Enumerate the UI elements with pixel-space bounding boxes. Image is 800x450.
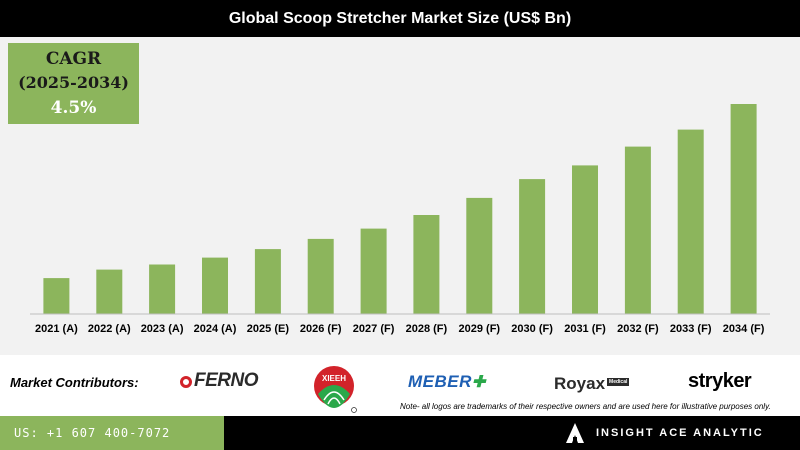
- x-tick-label: 2023 (A): [141, 323, 184, 335]
- x-tick-label: 2033 (F): [670, 323, 712, 335]
- royax-logo-text: Royax: [554, 374, 606, 393]
- bar-2024-a: [202, 257, 228, 314]
- bar-2033-f: [677, 129, 704, 314]
- x-tick-labels: 2021 (A) 2022 (A) 2023 (A) 2024 (A) 2025 (E)…: [35, 323, 765, 335]
- x-tick-label: 2034 (F): [723, 323, 765, 335]
- cagr-box: CAGR (2025-2034) 4.5%: [8, 43, 139, 124]
- bar-2026-f: [307, 238, 334, 314]
- bar-2032-f: [624, 146, 651, 314]
- ferno-ring-icon: [180, 376, 192, 388]
- ferno-logo: FERNO: [180, 370, 259, 392]
- x-tick-label: 2032 (F): [617, 323, 659, 335]
- meber-logo-text: MEBER: [408, 372, 472, 391]
- x-tick-label: 2025 (E): [247, 323, 290, 335]
- meber-cross-icon: ✚: [471, 374, 486, 391]
- footer-contact: US: +1 607 400-7072: [0, 416, 224, 450]
- phone-number[interactable]: US: +1 607 400-7072: [14, 426, 171, 440]
- xieeh-logo: XIEEH: [304, 364, 364, 416]
- meber-logo: MEBER✚: [408, 372, 486, 392]
- x-tick-label: 2022 (A): [88, 323, 131, 335]
- bar-2025-e: [254, 249, 281, 314]
- trademark-note: Note- all logos are trademarks of their …: [400, 402, 771, 411]
- bar-chart: 2021 (A) 2022 (A) 2023 (A) 2024 (A) 2025 (E)…: [30, 104, 770, 335]
- ferno-logo-text: FERNO: [194, 370, 259, 391]
- x-tick-label: 2024 (A): [194, 323, 237, 335]
- footer-brand: INSIGHT ACE ANALYTIC: [224, 416, 800, 450]
- stryker-logo: stryker: [688, 370, 752, 392]
- cagr-value: 4.5%: [50, 98, 97, 118]
- cagr-label: CAGR: [45, 49, 102, 69]
- chart-area: 2021 (A) 2022 (A) 2023 (A) 2024 (A) 2025 (E)…: [0, 37, 800, 355]
- royax-tag: Medical: [607, 378, 630, 386]
- xieeh-logo-text: XIEEH: [322, 374, 346, 383]
- x-tick-label: 2028 (F): [406, 323, 448, 335]
- bar-2027-f: [360, 228, 387, 314]
- bar-2028-f: [413, 215, 440, 314]
- xieeh-emblem-icon: XIEEH: [314, 366, 357, 413]
- bars-group: [43, 104, 757, 314]
- bar-2023-a: [149, 264, 176, 314]
- x-tick-label: 2026 (F): [300, 323, 342, 335]
- x-tick-label: 2031 (F): [564, 323, 606, 335]
- market-contributors: Market Contributors: FERNO XIEEH MEBER✚ …: [0, 356, 800, 416]
- title-bar: Global Scoop Stretcher Market Size (US$ …: [0, 0, 800, 37]
- x-tick-label: 2027 (F): [353, 323, 395, 335]
- x-tick-label: 2021 (A): [35, 323, 78, 335]
- insightace-logo-icon: [566, 423, 584, 443]
- bar-2022-a: [96, 269, 123, 314]
- cagr-period: (2025-2034): [18, 73, 129, 92]
- x-tick-label: 2029 (F): [459, 323, 501, 335]
- chart-title: Global Scoop Stretcher Market Size (US$ …: [228, 10, 572, 27]
- bar-2030-f: [519, 179, 546, 314]
- bar-2031-f: [572, 165, 598, 314]
- x-tick-label: 2030 (F): [511, 323, 553, 335]
- bar-2021-a: [43, 278, 70, 314]
- royax-logo: Royax Medical: [554, 374, 630, 394]
- contributors-label: Market Contributors:: [10, 375, 139, 390]
- brand-name[interactable]: INSIGHT ACE ANALYTIC: [596, 427, 764, 439]
- bar-2034-f: [730, 104, 757, 314]
- bar-2029-f: [466, 197, 493, 314]
